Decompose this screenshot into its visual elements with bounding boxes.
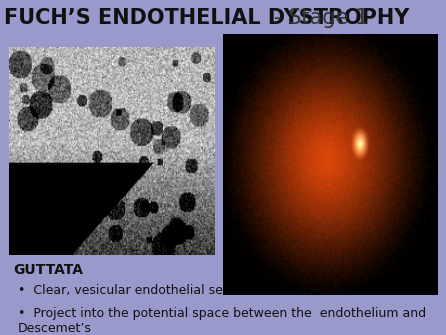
Text: •  Clear, vesicular endothelial secretions: • Clear, vesicular endothelial secretion… [18, 284, 273, 297]
Text: GUTTATA: GUTTATA [13, 263, 83, 277]
Text: FUCH’S ENDOTHELIAL DYSTROPHY: FUCH’S ENDOTHELIAL DYSTROPHY [4, 8, 410, 28]
Text: - Stage 1: - Stage 1 [274, 8, 368, 28]
Text: •  Project into the potential space between the  endothelium and
Descemet’s: • Project into the potential space betwe… [18, 307, 426, 335]
